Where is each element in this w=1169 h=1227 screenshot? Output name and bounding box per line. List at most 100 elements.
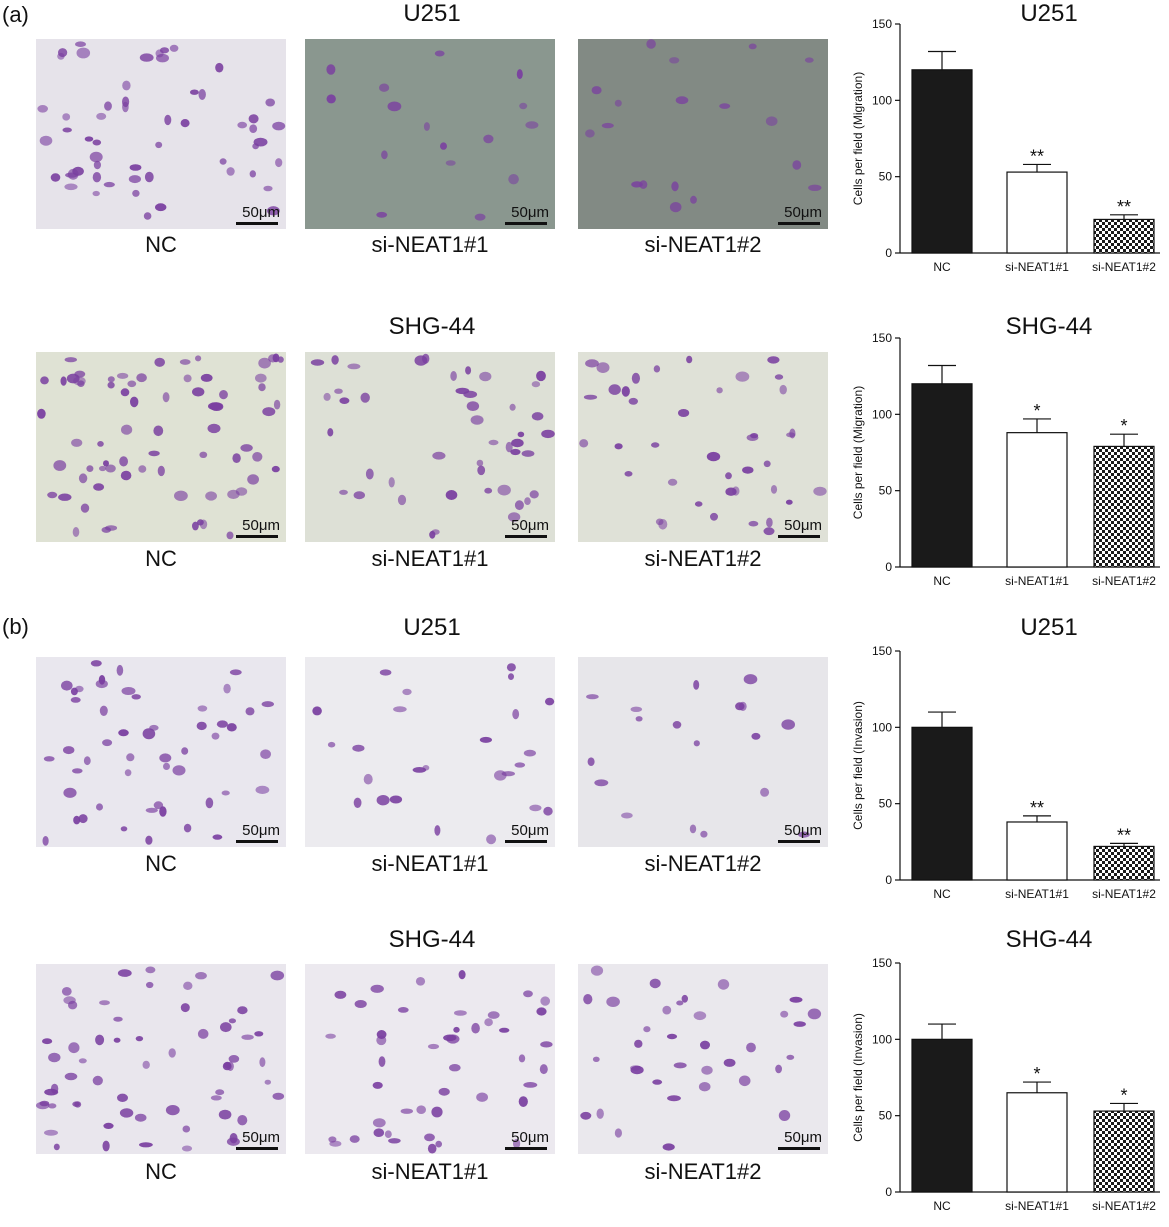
- cell: [653, 365, 661, 373]
- cell: [631, 372, 640, 384]
- cell: [585, 359, 599, 368]
- scale-bar-label: 50μm: [511, 204, 549, 221]
- cell: [168, 1048, 176, 1058]
- cell: [37, 105, 48, 113]
- cell: [210, 1095, 222, 1101]
- cell: [541, 429, 555, 439]
- cell: [64, 183, 78, 191]
- cell: [95, 679, 108, 689]
- cell: [583, 994, 593, 1005]
- cell: [127, 380, 137, 388]
- cell: [513, 1138, 521, 1149]
- cell: [509, 403, 516, 411]
- cell: [39, 135, 53, 146]
- cell: [387, 101, 402, 112]
- cell: [47, 491, 58, 499]
- cell: [104, 101, 112, 111]
- y-tick-label: 0: [885, 873, 892, 887]
- cell: [516, 69, 523, 80]
- cell: [710, 512, 718, 521]
- cell: [583, 394, 598, 400]
- cell: [196, 721, 207, 731]
- cell: [323, 392, 331, 401]
- cell: [70, 697, 81, 703]
- cell: [142, 1060, 150, 1069]
- cell: [255, 785, 270, 794]
- cell: [514, 762, 526, 768]
- cell: [514, 500, 524, 511]
- cell: [471, 1022, 480, 1034]
- cell: [479, 371, 492, 382]
- cell: [75, 685, 84, 693]
- cell: [778, 1110, 791, 1121]
- cell: [249, 124, 258, 133]
- cell: [716, 387, 723, 394]
- cell: [132, 189, 140, 197]
- cell: [72, 768, 83, 774]
- cell: [179, 359, 191, 365]
- cell: [483, 134, 494, 144]
- cell: [505, 441, 513, 453]
- cell: [596, 1108, 604, 1119]
- cell: [254, 1031, 264, 1037]
- cell: [228, 1055, 240, 1063]
- cell: [134, 1113, 147, 1122]
- cell: [226, 531, 234, 540]
- cell: [39, 1100, 50, 1107]
- cell: [120, 470, 132, 481]
- cell: [463, 390, 478, 398]
- cell: [446, 1034, 460, 1044]
- cell: [117, 969, 132, 977]
- y-tick-label: 50: [879, 797, 893, 811]
- cell: [183, 823, 192, 833]
- cell: [73, 376, 86, 386]
- scale-bar: [778, 1147, 820, 1150]
- cell: [432, 451, 446, 460]
- cell: [454, 1010, 467, 1016]
- cell: [381, 150, 388, 160]
- cell: [78, 473, 88, 484]
- cell: [523, 1082, 538, 1088]
- cell: [748, 520, 759, 527]
- cell: [440, 142, 447, 150]
- cell: [690, 195, 697, 204]
- cell: [662, 1005, 672, 1015]
- cell: [268, 354, 278, 363]
- cell: [585, 129, 595, 138]
- cell: [397, 494, 407, 506]
- condition-label: NC: [145, 546, 177, 571]
- cell: [89, 151, 103, 163]
- condition-label: NC: [145, 851, 177, 876]
- cell: [748, 43, 757, 50]
- cell: [229, 669, 242, 676]
- scale-bar: [505, 1147, 547, 1150]
- cell: [159, 47, 170, 54]
- cell: [427, 1043, 440, 1050]
- cell: [666, 1033, 678, 1040]
- cell: [53, 1143, 60, 1151]
- cell: [594, 779, 609, 787]
- scale-bar-label: 50μm: [511, 822, 549, 839]
- cell: [92, 172, 102, 183]
- bar-chart-invasion-shg44: 0 50 100 150 Cells per field (Invasion) NC * si…: [850, 956, 1160, 1227]
- cell: [131, 694, 141, 700]
- cell: [198, 89, 206, 100]
- cell: [596, 362, 610, 373]
- cell: [190, 89, 199, 95]
- cell: [669, 202, 682, 213]
- bar: [911, 383, 973, 568]
- cell: [354, 1000, 367, 1008]
- cell: [779, 384, 787, 395]
- cell: [507, 512, 521, 522]
- cell: [807, 1008, 822, 1020]
- cell: [786, 432, 796, 438]
- cell: [479, 736, 492, 743]
- cell: [95, 1034, 105, 1046]
- cell: [272, 1092, 285, 1100]
- scale-bar-label: 50μm: [784, 517, 822, 534]
- cell: [107, 376, 115, 383]
- cell: [689, 824, 697, 834]
- cell: [126, 753, 135, 762]
- cell: [508, 673, 514, 680]
- significance-label: **: [1117, 197, 1131, 217]
